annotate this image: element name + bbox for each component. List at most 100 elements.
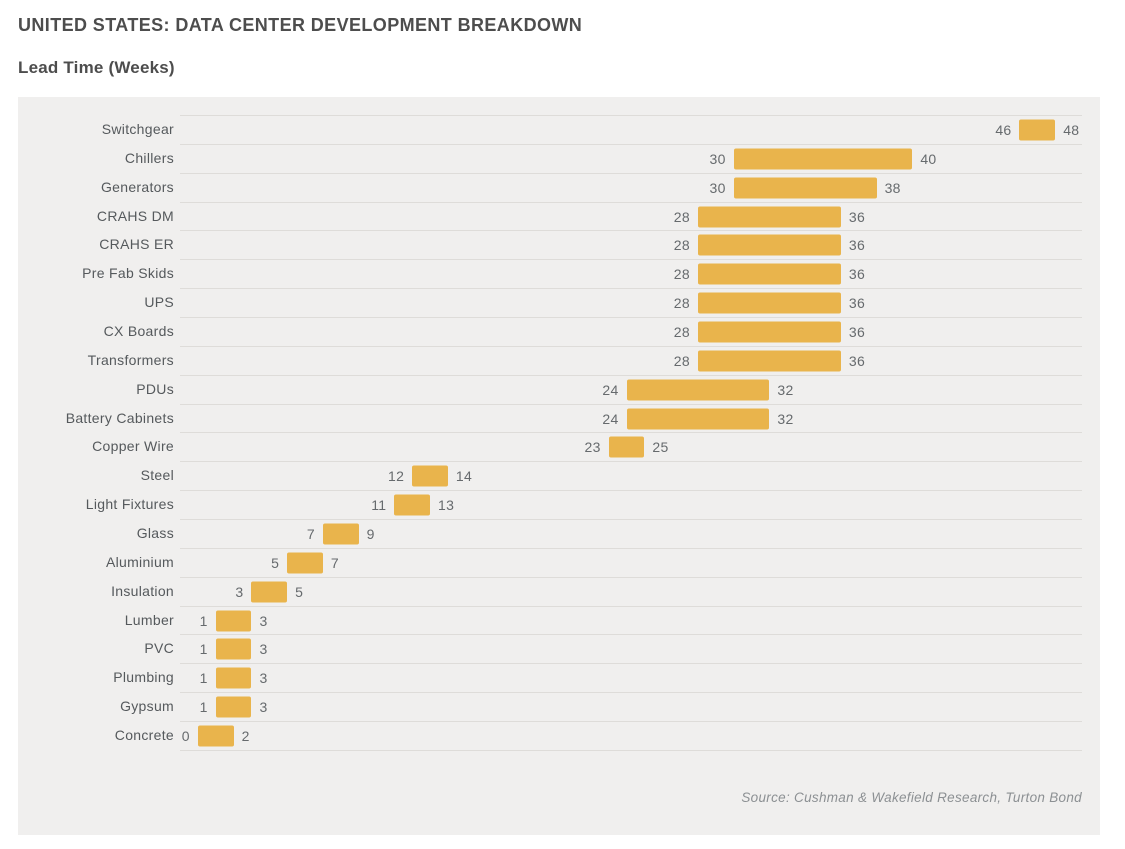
chart-row: Battery Cabinets 24 32: [18, 403, 1100, 433]
bar-min-label: 24: [602, 381, 619, 398]
bar-min-label: 30: [709, 150, 726, 167]
bar-max-label: 25: [652, 439, 669, 456]
chart-row: Copper Wire 23 25: [18, 432, 1100, 461]
row-label: Switchgear: [101, 121, 174, 137]
range-bar: [626, 379, 770, 401]
range-bar: [733, 148, 913, 170]
bar-min-label: 1: [199, 699, 208, 716]
chart-row: Switchgear 46 48: [18, 115, 1100, 144]
row-label: UPS: [144, 294, 174, 311]
row-label: Transformers: [87, 351, 174, 368]
bar-min-label: 28: [673, 237, 690, 254]
row-label: Light Fixtures: [85, 496, 174, 513]
bar-max-label: 32: [777, 381, 794, 398]
chart-row: Steel 12 14: [18, 461, 1100, 490]
row-gridline: 7 9: [180, 519, 1082, 548]
chart-row: Transformers 28 36: [18, 345, 1100, 375]
bar-max-label: 36: [848, 266, 866, 283]
row-gridline: 1 3: [180, 663, 1082, 692]
bar-max-label: 5: [295, 583, 304, 600]
chart-row: UPS 28 36: [18, 288, 1100, 317]
row-label: Battery Cabinets: [65, 409, 174, 426]
row-gridline: 24 32: [180, 403, 1082, 433]
range-bar: [412, 465, 448, 487]
range-bar: [697, 292, 841, 314]
bar-max-label: 36: [848, 295, 866, 312]
chart-row: Gypsum 1 3: [18, 692, 1100, 721]
chart-row: Pre Fab Skids 28 36: [18, 259, 1100, 288]
bar-max-label: 2: [241, 727, 250, 744]
row-label: Plumbing: [113, 669, 174, 686]
bar-max-label: 3: [259, 641, 268, 658]
range-bar: [697, 234, 841, 256]
row-label: CX Boards: [103, 323, 174, 340]
bar-min-label: 5: [271, 554, 280, 571]
chart-row: PVC 1 3: [18, 634, 1100, 663]
bar-max-label: 48: [1063, 121, 1080, 138]
bar-min-label: 28: [673, 208, 690, 225]
chart-panel: Switchgear 46 48 Chillers 30 40 Generato…: [18, 97, 1100, 835]
source-credit: Source: Cushman & Wakefield Research, Tu…: [741, 790, 1082, 805]
range-bar: [1019, 119, 1056, 141]
chart-row: Concrete 0 2: [18, 721, 1100, 750]
bar-min-label: 1: [199, 670, 208, 687]
row-label: Insulation: [111, 582, 174, 599]
page-title: UNITED STATES: DATA CENTER DEVELOPMENT B…: [18, 15, 583, 35]
range-bar: [251, 581, 288, 603]
chart-row: PDUs 24 32: [18, 374, 1100, 404]
row-gridline: 12 14: [180, 461, 1082, 490]
row-gridline: 28 36: [180, 259, 1082, 288]
range-bar: [197, 725, 234, 747]
row-gridline: 28 36: [180, 317, 1082, 346]
chart-row: Lumber 1 3: [18, 605, 1100, 635]
row-label: CRAHS DM: [96, 207, 174, 224]
chart-row: Generators 30 38: [18, 172, 1100, 202]
range-bar: [697, 206, 841, 227]
bar-max-label: 9: [366, 525, 375, 542]
range-bar: [697, 321, 841, 343]
range-bar: [215, 610, 252, 632]
bar-max-label: 36: [848, 352, 866, 369]
row-gridline: 1 3: [180, 605, 1082, 635]
row-label: Pre Fab Skids: [82, 265, 174, 282]
row-label: Gypsum: [120, 698, 174, 715]
row-gridline: 1 3: [180, 634, 1082, 663]
row-label: Glass: [136, 525, 174, 542]
chart-row: Aluminium 5 7: [18, 547, 1100, 577]
range-bar: [394, 494, 431, 516]
row-label: PVC: [144, 640, 174, 657]
range-bar: [626, 408, 770, 430]
row-gridline: 0 2: [180, 721, 1082, 750]
chart-row: Plumbing 1 3: [18, 663, 1100, 692]
bar-min-label: 0: [181, 727, 190, 744]
chart-row: CX Boards 28 36: [18, 317, 1100, 346]
bar-min-label: 28: [673, 323, 690, 340]
row-label: Concrete: [114, 727, 174, 744]
row-gridline: 5 7: [180, 547, 1082, 577]
bar-max-label: 38: [884, 179, 901, 196]
bar-max-label: 32: [777, 410, 794, 427]
bar-max-label: 36: [848, 237, 866, 254]
bar-max-label: 14: [455, 468, 473, 485]
range-bar: [215, 696, 252, 718]
row-label: Lumber: [124, 611, 174, 628]
range-bar: [697, 350, 841, 372]
row-label: Chillers: [124, 149, 174, 166]
range-bar: [697, 263, 841, 285]
row-gridline: 46 48: [180, 115, 1082, 144]
chart-rows: Switchgear 46 48 Chillers 30 40 Generato…: [18, 115, 1100, 751]
bar-min-label: 1: [199, 612, 208, 629]
bar-min-label: 1: [199, 641, 208, 658]
row-gridline: 3 5: [180, 576, 1082, 606]
bar-max-label: 13: [438, 497, 455, 514]
chart-row: Glass 7 9: [18, 519, 1100, 548]
chart-row: Light Fixtures 11 13: [18, 490, 1100, 519]
row-gridline: 23 25: [180, 432, 1082, 461]
row-gridline: 28 36: [180, 230, 1082, 259]
row-gridline: 30 40: [180, 143, 1082, 173]
range-bar: [215, 638, 252, 660]
row-gridline: 28 36: [180, 288, 1082, 317]
row-gridline: 11 13: [180, 490, 1082, 519]
range-bar: [733, 177, 877, 199]
bar-min-label: 28: [673, 352, 690, 369]
